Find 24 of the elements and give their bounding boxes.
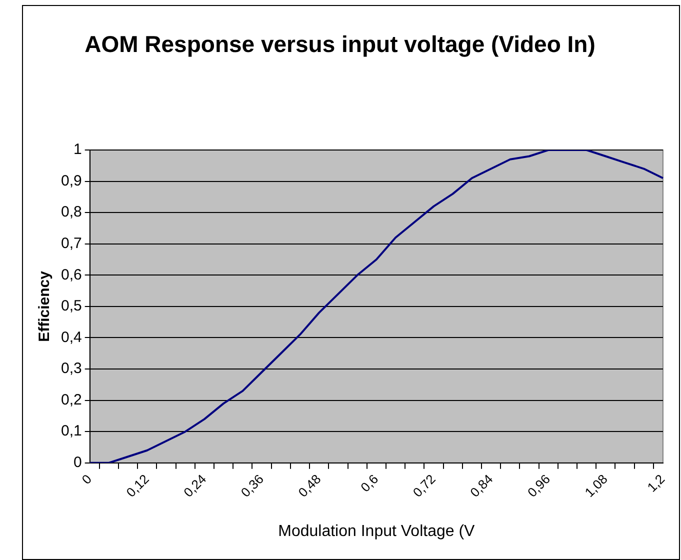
y-tick-label: 0,1	[60, 422, 82, 440]
y-tick-label: 0,4	[60, 328, 82, 346]
y-tick-label: 0,7	[60, 235, 82, 252]
x-tick-label: 1,2	[644, 471, 668, 495]
x-tick-label: 0,12	[123, 471, 152, 500]
x-tick-label: 0,36	[238, 471, 266, 500]
x-tick-label: 0,48	[295, 471, 324, 500]
x-tick-label: 1,08	[582, 471, 610, 500]
x-tick-label: 0,84	[467, 471, 496, 500]
y-tick-label: 0,3	[60, 360, 82, 378]
y-tick-label: 0,6	[60, 266, 82, 284]
chart-title: AOM Response versus input voltage (Video In)	[84, 30, 596, 59]
y-tick-label: 0,8	[60, 204, 82, 221]
y-tick-label: 0,2	[60, 391, 82, 408]
y-tick-label: 1	[74, 141, 82, 158]
x-tick-label: 0,6	[358, 471, 382, 495]
y-tick-label: 0,5	[60, 298, 82, 315]
y-tick-label: 0,9	[60, 172, 82, 190]
x-tick-label: 0,24	[180, 471, 210, 500]
x-axis-title: Modulation Input Voltage (V	[278, 522, 476, 540]
x-tick-label: 0,72	[410, 471, 438, 500]
x-tick-label: 0,96	[524, 471, 553, 500]
y-axis-title: Efficiency	[36, 270, 54, 342]
y-tick-label: 0	[74, 454, 82, 472]
